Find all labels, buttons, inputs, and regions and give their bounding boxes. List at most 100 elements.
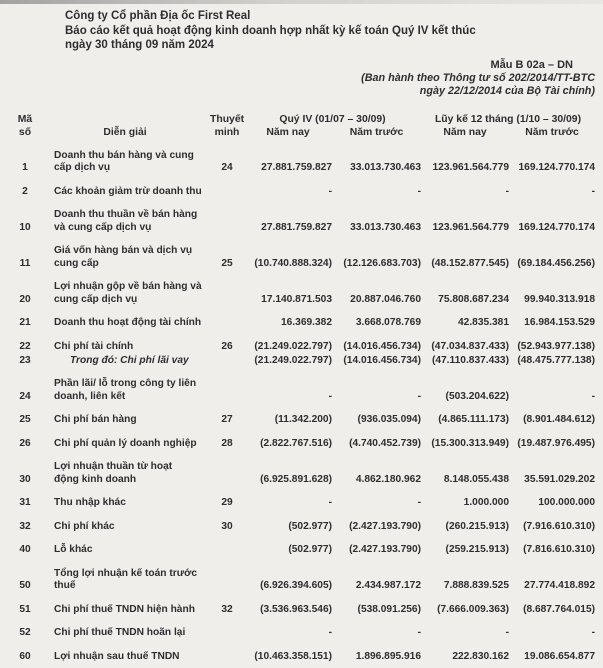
row-code: 10: [19, 221, 31, 233]
row-note: 28: [221, 437, 233, 449]
row-qtr-current: 17.140.871.503: [261, 293, 332, 305]
table-row: 10 Doanh thu thuần về bán hàng và cung cấp…: [10, 198, 595, 234]
row-label: Doanh thu bán hàng và cung cấp dịch vụ: [40, 139, 210, 175]
row-qtr-current: -: [328, 497, 332, 508]
table-row: 26 Chi phí quản lý doanh nghiệp 28 (2.822.7…: [10, 427, 595, 451]
company-name: Công ty Cổ phần Địa ốc First Real: [65, 10, 251, 22]
row-ytd-current: (47.034.837.433): [431, 340, 509, 352]
income-statement-table: Mã Thuyết Quý IV (01/07 – 30/09) Lũy kế …: [10, 113, 595, 664]
row-qtr-current: -: [328, 185, 332, 197]
row-label-line: Chi phí bán hàng: [54, 414, 137, 425]
row-ytd-prior: (7.816.610.310): [523, 544, 595, 555]
row-note: 24: [221, 162, 233, 173]
row-label: Chi phí quản lý doanh nghiệp: [40, 427, 210, 451]
table-header: Mã Thuyết Quý IV (01/07 – 30/09) Lũy kế …: [10, 113, 595, 139]
row-ytd-current: (4.865.111.173): [438, 414, 509, 425]
row-note: [210, 175, 244, 199]
row-code: 50: [19, 580, 31, 591]
row-code: 40: [19, 544, 31, 555]
row-label-line: Chi phí quản lý doanh nghiệp: [54, 437, 197, 449]
row-ytd-prior: (7.916.610.310): [523, 520, 595, 532]
table-row: 25 Chi phí bán hàng 27 (11.342.200) (936.035…: [10, 403, 595, 427]
row-qtr-current: (11.342.200): [274, 414, 332, 425]
row-qtr-current: 27.881.759.827: [261, 162, 332, 173]
issued-note-line1: (Ban hành theo Thông tư số 202/2014/TT-B…: [361, 71, 595, 84]
row-qtr-prior: -: [417, 390, 421, 402]
row-note: [210, 367, 244, 403]
row-code: 23: [19, 354, 31, 366]
table-row: 1 Doanh thu bán hàng và cung cấp dịch vụ 24…: [10, 139, 595, 175]
row-code: 26: [19, 437, 31, 449]
row-code: 11: [19, 257, 31, 269]
row-code: 51: [19, 603, 31, 615]
row-label-line: cấp dịch vụ: [54, 162, 111, 173]
row-label: Giá vốn hàng bán và dịch vụ cung cấp: [40, 234, 210, 270]
row-label-line: Doanh thu bán hàng và cung: [54, 149, 194, 161]
col-header-description: Diễn giải: [103, 126, 147, 138]
row-note: [210, 450, 244, 486]
row-ytd-prior: -: [591, 627, 595, 638]
col-header-ytd-current: Năm nay: [443, 126, 487, 138]
table-header-sub-row: số Diễn giải minh Năm nay Năm trước Năm …: [10, 126, 595, 139]
row-code: 20: [19, 293, 31, 305]
row-qtr-prior: -: [417, 627, 421, 638]
row-ytd-current: 123.961.564.779: [432, 162, 509, 173]
row-label: Chi phí tài chính: [40, 330, 210, 354]
row-label: Tổng lợi nhuận kế toán trước thuế: [40, 557, 210, 593]
row-qtr-current: (6.925.891.628): [260, 473, 332, 485]
row-code: 30: [19, 473, 31, 485]
row-label: Trong đó: Chi phí lãi vay: [40, 353, 210, 367]
row-code: 22: [19, 340, 31, 352]
row-label-line: Chi phí tài chính: [54, 340, 134, 352]
table-row: 60 Lợi nhuận sau thuế TNDN (10.463.358.151…: [10, 640, 595, 664]
row-note: 27: [221, 414, 233, 425]
row-ytd-current: (260.215.913): [445, 520, 509, 532]
row-code: 60: [19, 650, 31, 662]
row-label-line: Doanh thu hoạt động tài chính: [54, 317, 202, 328]
row-qtr-current: (10.740.888.324): [254, 257, 332, 269]
row-label-line: Lợi nhuận gộp về bán hàng và: [54, 281, 202, 292]
row-code: 1: [22, 162, 28, 173]
row-qtr-prior: (4.740.452.739): [349, 437, 421, 449]
scan-edge-artifact: [0, 0, 603, 4]
row-ytd-current: (47.110.837.433): [431, 354, 509, 366]
row-qtr-current: -: [328, 627, 332, 638]
row-qtr-current: (10.463.358.151): [254, 650, 332, 662]
row-ytd-current: 42.835.381: [458, 317, 509, 328]
row-qtr-current: 16.369.382: [281, 317, 332, 328]
row-qtr-current: -: [328, 390, 332, 402]
form-number: Mẫu B 02a – DN: [490, 58, 573, 71]
row-ytd-current: -: [505, 185, 509, 197]
row-note: [210, 306, 244, 330]
row-qtr-prior: -: [417, 185, 421, 197]
col-header-note-top: Thuyết: [210, 113, 245, 125]
report-title-line1: Báo cáo kết quả hoạt động kinh doanh hợp…: [65, 24, 476, 37]
row-label-line: Chi phí thuế TNDN hoãn lại: [54, 627, 186, 638]
row-qtr-current: (502.977): [288, 544, 332, 555]
row-qtr-prior: (14.016.456.734): [343, 340, 421, 352]
row-ytd-prior: 35.591.029.202: [524, 473, 595, 485]
row-ytd-prior: (8.901.484.612): [523, 414, 595, 425]
row-ytd-current: 75.808.687.234: [438, 293, 509, 305]
col-header-ytd-prior: Năm trước: [525, 126, 579, 138]
table-row: 51 Chi phí thuế TNDN hiện hành 32 (3.536.96…: [10, 593, 595, 617]
row-label: Chi phí thuế TNDN hiện hành: [40, 593, 210, 617]
row-ytd-current: (7.666.009.363): [437, 603, 509, 615]
row-label: Thu nhập khác: [40, 486, 210, 510]
row-label-line: thuế: [54, 580, 76, 591]
row-label: Lợi nhuận thuần từ hoạt động kinh doanh: [40, 450, 210, 486]
row-note: 29: [221, 497, 233, 508]
col-header-quarter-current: Năm nay: [266, 126, 310, 138]
row-ytd-current: (15.300.313.949): [431, 437, 509, 449]
form-reference-block: Mẫu B 02a – DN (Ban hành theo Thông tư s…: [65, 58, 595, 99]
row-label: Lợi nhuận gộp về bán hàng và cung cấp dịc…: [40, 270, 210, 306]
row-qtr-prior: 2.434.987.172: [355, 580, 421, 591]
row-code: 24: [19, 390, 31, 402]
col-header-code-bottom: số: [18, 126, 32, 138]
row-label-line: cung cấp dịch vụ: [54, 293, 138, 305]
row-label: Chi phí thuế TNDN hoãn lại: [40, 616, 210, 640]
row-code: 2: [22, 185, 28, 197]
row-note: 25: [221, 257, 233, 269]
row-qtr-current: (21.249.022.797): [254, 354, 332, 366]
row-qtr-prior: (12.126.683.703): [343, 257, 421, 269]
